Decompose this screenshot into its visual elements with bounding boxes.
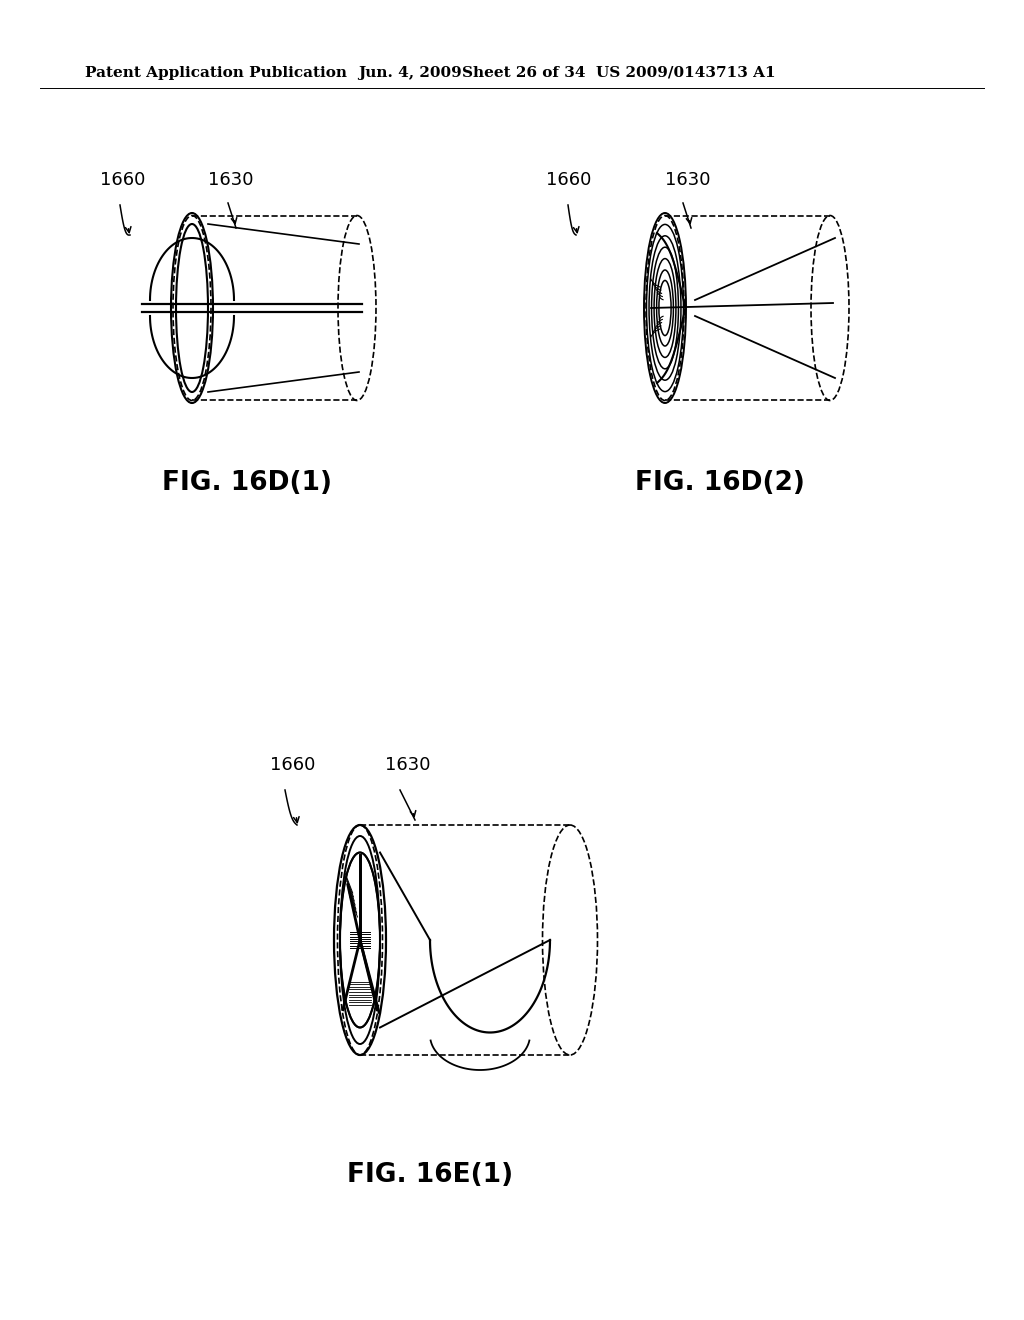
Text: Sheet 26 of 34: Sheet 26 of 34 xyxy=(462,66,586,81)
Text: US 2009/0143713 A1: US 2009/0143713 A1 xyxy=(596,66,775,81)
Text: 1630: 1630 xyxy=(665,172,711,189)
Text: Patent Application Publication: Patent Application Publication xyxy=(85,66,347,81)
Text: 1660: 1660 xyxy=(100,172,145,189)
Text: 1630: 1630 xyxy=(208,172,254,189)
Text: FIG. 16D(2): FIG. 16D(2) xyxy=(635,470,805,496)
Text: 1630: 1630 xyxy=(385,756,430,774)
Text: FIG. 16D(1): FIG. 16D(1) xyxy=(162,470,332,496)
Text: Jun. 4, 2009: Jun. 4, 2009 xyxy=(358,66,462,81)
Text: 1660: 1660 xyxy=(270,756,315,774)
Text: FIG. 16E(1): FIG. 16E(1) xyxy=(347,1162,513,1188)
Text: 1660: 1660 xyxy=(546,172,592,189)
